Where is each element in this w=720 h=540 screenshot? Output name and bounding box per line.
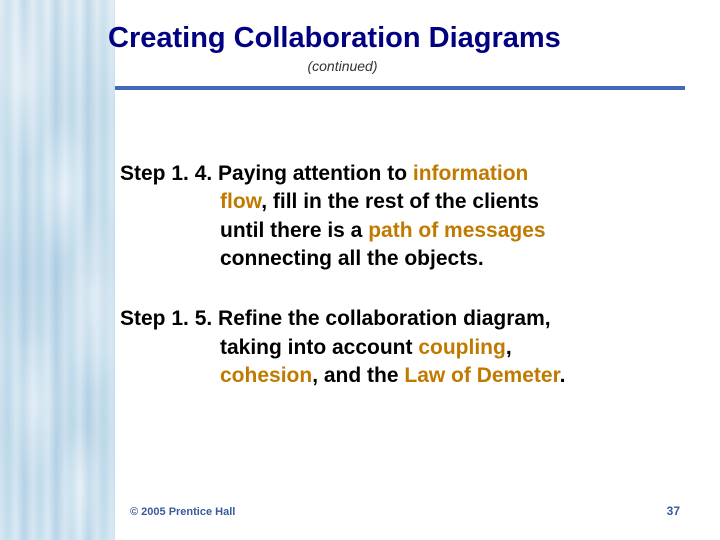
step-text: taking into account: [220, 336, 418, 359]
footer-copyright: © 2005 Prentice Hall: [130, 506, 235, 518]
footer-page-number: 37: [667, 504, 680, 518]
slide-subtitle: (continued): [0, 58, 685, 74]
step-1-4: Step 1. 4. Paying attention to informati…: [120, 160, 675, 273]
slide-title: Creating Collaboration Diagrams: [108, 22, 700, 55]
slide-background-texture: [0, 0, 115, 540]
highlight-term: information: [413, 162, 529, 185]
highlight-term: flow: [220, 190, 261, 213]
step-1-5: Step 1. 5. Refine the collaboration diag…: [120, 305, 675, 390]
body-content: Step 1. 4. Paying attention to informati…: [120, 160, 675, 422]
step-text: Refine the collaboration diagram,: [212, 307, 550, 330]
highlight-term: Law of Demeter: [404, 364, 559, 387]
step-text: , fill in the rest of the clients: [261, 190, 539, 213]
highlight-term: path of messages: [368, 219, 545, 242]
step-text: until there is a: [220, 219, 368, 242]
step-text: , and the: [312, 364, 404, 387]
title-rule: [115, 86, 685, 90]
step-label: Step 1. 4.: [120, 162, 212, 185]
highlight-term: cohesion: [220, 364, 312, 387]
step-text: Paying attention to: [212, 162, 413, 185]
step-text: ,: [506, 336, 512, 359]
step-text: .: [560, 364, 566, 387]
highlight-term: coupling: [418, 336, 506, 359]
step-label: Step 1. 5.: [120, 307, 212, 330]
step-text: connecting all the objects.: [220, 247, 484, 270]
